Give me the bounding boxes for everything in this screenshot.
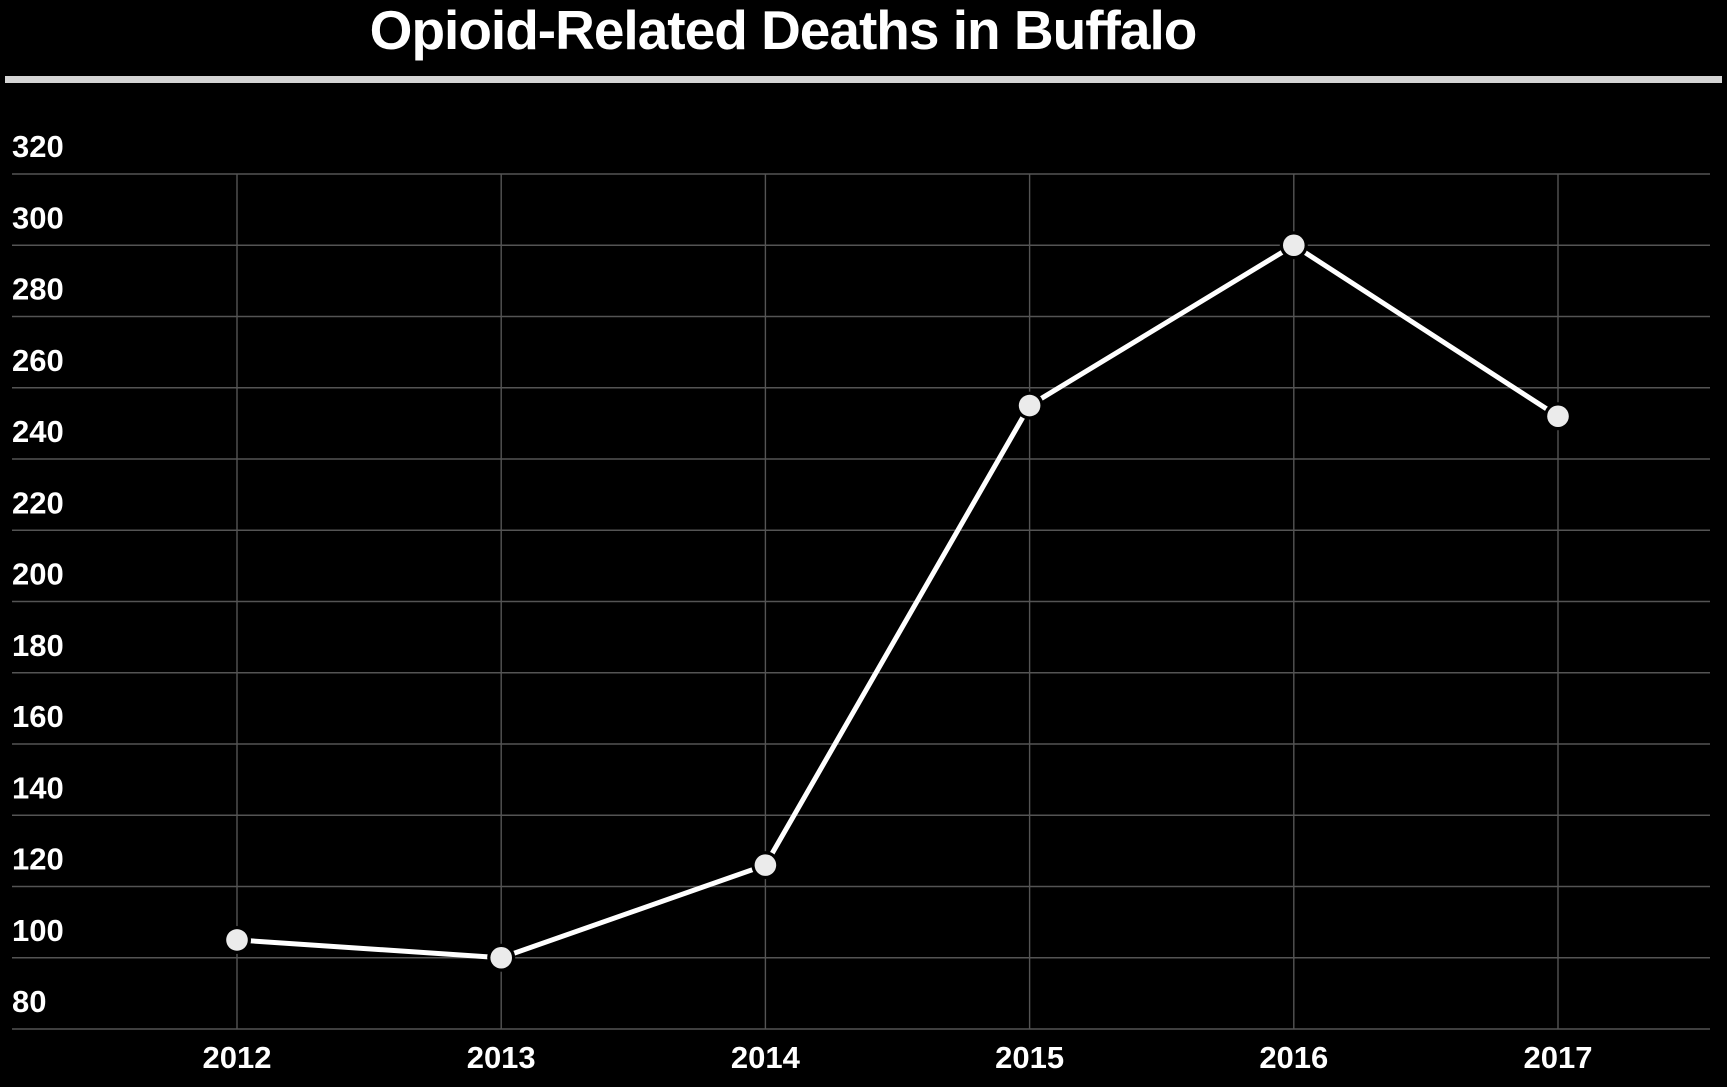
y-tick-label: 240 xyxy=(12,414,64,449)
y-tick-label: 260 xyxy=(12,343,64,378)
x-tick-label: 2014 xyxy=(731,1040,801,1075)
data-point xyxy=(1283,234,1305,257)
data-point xyxy=(1547,405,1569,428)
x-tick-label: 2017 xyxy=(1524,1040,1593,1075)
y-tick-label: 300 xyxy=(12,200,64,235)
x-tick-label: 2012 xyxy=(203,1040,272,1075)
chart-title: Opioid-Related Deaths in Buffalo xyxy=(369,0,1198,61)
y-tick-label: 200 xyxy=(12,557,64,592)
data-point xyxy=(1018,394,1041,417)
data-point xyxy=(226,929,248,951)
y-tick-label: 160 xyxy=(12,699,64,734)
data-point xyxy=(490,946,512,969)
x-tick-label: 2016 xyxy=(1259,1040,1328,1075)
data-point xyxy=(754,854,777,876)
y-tick-label: 120 xyxy=(12,842,64,877)
title-divider xyxy=(5,76,1722,83)
y-tick-label: 280 xyxy=(12,272,64,307)
y-tick-label: 100 xyxy=(12,913,64,948)
y-tick-label: 180 xyxy=(12,628,64,663)
x-tick-label: 2013 xyxy=(467,1040,536,1075)
data-line xyxy=(234,242,1561,961)
y-tick-label: 80 xyxy=(12,984,46,1019)
x-tick-label: 2015 xyxy=(995,1040,1064,1075)
y-tick-label: 220 xyxy=(12,485,64,520)
y-tick-label: 140 xyxy=(12,770,64,805)
y-tick-label: 320 xyxy=(12,129,64,164)
